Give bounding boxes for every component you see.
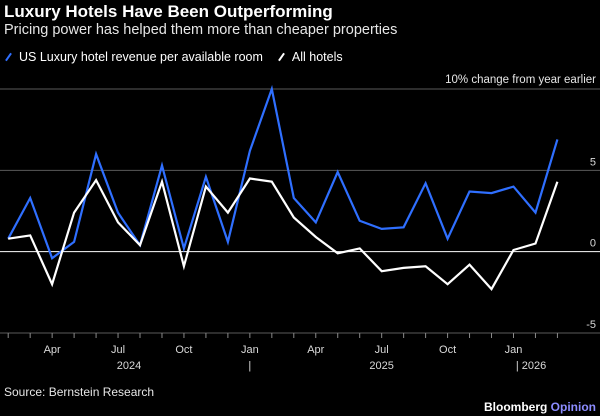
series-line-all-hotels [8,177,559,291]
source-note: Source: Bernstein Research [4,385,155,399]
x-tick-label: Jan [505,344,523,356]
x-year-label: | 2026 [516,360,546,372]
x-tick-label: Apr [44,344,61,356]
legend-item-luxury: US Luxury hotel revenue per available ro… [4,50,263,64]
x-tick-label: Jul [111,344,125,356]
x-tick-label: Jul [375,344,389,356]
chart-subtitle: Pricing power has helped them more than … [4,22,398,38]
chart-legend: US Luxury hotel revenue per available ro… [4,50,357,64]
brand-name: Bloomberg [483,400,548,414]
series-line-luxury [7,84,559,260]
brand-logo: Bloomberg Opinion [484,400,596,414]
x-tick-label: Oct [175,344,192,356]
legend-label-all-hotels: All hotels [291,50,343,64]
x-tick-label: Oct [439,344,456,356]
x-tick-label: Jan [241,344,259,356]
x-year-label: 2024 [117,360,141,372]
legend-item-all-hotels: All hotels [277,50,343,64]
x-tick-label: Apr [307,344,324,356]
y-tick-label: 5 [590,156,596,168]
x-year-label: | [248,360,251,372]
y-tick-label: 0 [590,238,596,250]
legend-label-luxury: US Luxury hotel revenue per available ro… [19,50,263,64]
brand-suffix: Opinion [550,400,596,414]
y-tick-label: -5 [586,319,596,331]
x-year-label: 2025 [369,360,393,372]
y-axis-unit-label: 10% change from year earlier [445,74,596,86]
chart-title: Luxury Hotels Have Been Outperforming [4,2,333,21]
